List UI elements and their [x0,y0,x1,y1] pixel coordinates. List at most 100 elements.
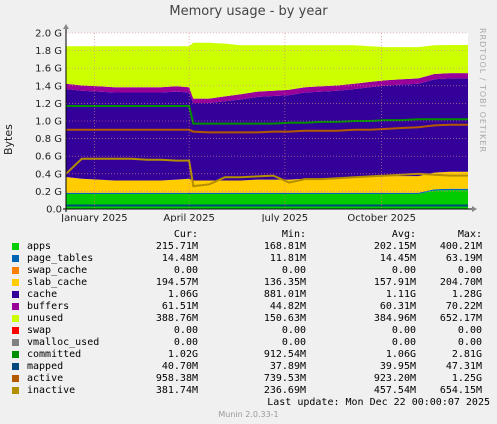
legend-row-swap: swap 0.00 0.00 0.00 0.00 [10,325,490,337]
y-tick-label: 0.2 G [35,187,62,198]
stacked-areas [66,42,468,209]
y-axis-ticks: 0.0 0.2 G 0.4 G 0.6 G 0.8 G 1.0 G 1.2 G 1.4 G 1.… [35,29,62,216]
legend-row-committed: committed 1.02G 912.54M 1.06G 2.81G [10,349,490,361]
legend-swatch [12,327,19,334]
legend-value-avg: 1.11G [385,289,416,300]
legend-swatch [12,315,19,322]
legend-label: committed [27,349,82,360]
legend-label: mapped [27,361,64,372]
legend-value-min: 44.82M [269,301,306,312]
chart-title: Memory usage - by year [169,4,328,19]
legend-row-apps: apps 215.71M 168.81M 202.15M 400.21M [10,241,490,253]
legend-value-cur: 0.00 [173,337,198,348]
legend-value-max: 2.81G [451,349,482,360]
area-buffers [66,73,468,103]
legend-row-swap-cache: swap_cache 0.00 0.00 0.00 0.00 [10,265,490,277]
legend-value-avg: 60.31M [379,301,416,312]
x-axis-arrow-icon [472,206,477,212]
y-tick-label: 1.0 G [35,117,62,128]
legend-row-slab-cache: slab_cache 194.57M 136.35M 157.91M 204.70M [10,277,490,289]
legend-value-avg: 39.95M [379,361,416,372]
last-update: Last update: Mon Dec 22 00:00:07 2025 [267,397,490,408]
legend-swatch [12,375,19,382]
x-axis-ticks: January 2025 April 2025 July 2025 October 2… [60,213,416,222]
legend-value-min: 881.01M [263,289,306,300]
line-inactive [65,157,468,188]
legend-value-cur: 958.38M [155,373,198,384]
legend-value-max: 652.17M [439,313,482,324]
munin-version-footer: Munin 2.0.33-1 [218,410,279,419]
legend-value-max: 47.31M [445,361,482,372]
legend-swatch [12,279,19,286]
watermark: RRDTOOL / TOBI OETIKER [478,28,487,154]
legend-value-max: 63.19M [445,253,482,264]
legend-value-min: 236.69M [263,385,306,396]
legend-swatch [12,243,19,250]
legend-value-avg: 157.91M [373,277,416,288]
legend-table: Cur: Min: Avg: Max: apps 215.71M 168.81M 20… [10,229,490,397]
legend-label: buffers [27,301,70,312]
legend-label: swap_cache [27,265,88,276]
legend-value-avg: 1.06G [385,349,416,360]
legend-value-cur: 194.57M [155,277,198,288]
legend-value-cur: 381.74M [155,385,198,396]
legend-label: slab_cache [27,277,88,288]
legend-value-min: 0.00 [281,265,306,276]
y-axis-arrow-icon [63,24,69,29]
legend-header-cur: Cur: [173,229,198,240]
legend-swatch [12,387,19,394]
legend-label: vmalloc_used [27,337,100,348]
legend-header-avg: Avg: [391,229,416,240]
legend-value-cur: 14.48M [161,253,198,264]
legend-value-avg: 457.54M [373,385,416,396]
legend-row-buffers: buffers 61.51M 44.82M 60.31M 70.22M [10,301,490,313]
legend-value-max: 0.00 [457,337,482,348]
y-tick-label: 0.8 G [35,134,62,145]
y-tick-label: 1.4 G [35,81,62,92]
legend-value-cur: 1.06G [167,289,198,300]
legend-value-max: 0.00 [457,325,482,336]
y-tick-label: 0.4 G [35,169,62,180]
legend-value-min: 0.00 [281,337,306,348]
legend-header-row: Cur: Min: Avg: Max: [10,229,490,241]
legend-value-cur: 215.71M [155,241,198,252]
legend-value-max: 204.70M [439,277,482,288]
area-page-tables [66,188,468,194]
legend-value-max: 1.25G [451,373,482,384]
y-tick-label: 1.2 G [35,99,62,110]
legend-row-vmalloc-used: vmalloc_used 0.00 0.00 0.00 0.00 [10,337,490,349]
legend-value-max: 1.28G [451,289,482,300]
legend-value-avg: 923.20M [373,373,416,384]
legend-swatch [12,363,19,370]
y-tick-label: 0.0 [46,205,62,216]
y-tick-label: 2.0 G [35,29,62,40]
legend-label: active [27,373,64,384]
line-active [66,123,468,134]
legend-header-min: Min: [281,229,306,240]
grid [66,32,468,209]
area-cache [66,78,468,181]
legend-value-max: 70.22M [445,301,482,312]
memory-area-chart: 0.0 0.2 G 0.4 G 0.6 G 0.8 G 1.0 G 1.2 G 1.4 G 1.… [35,24,477,222]
legend-value-cur: 0.00 [173,265,198,276]
x-tick-label: July 2025 [261,213,309,222]
legend-value-max: 0.00 [457,265,482,276]
legend-value-avg: 14.45M [379,253,416,264]
legend-header-max: Max: [457,229,482,240]
legend-label: inactive [27,385,76,396]
legend-value-cur: 40.70M [161,361,198,372]
legend-row-inactive: inactive 381.74M 236.69M 457.54M 654.15M [10,385,490,397]
legend-label: apps [27,241,52,252]
area-slab-cache [66,171,468,193]
legend-label: swap [27,325,52,336]
legend-swatch [12,291,19,298]
legend-value-min: 168.81M [263,241,306,252]
x-tick-label: October 2025 [347,213,416,222]
legend-value-max: 654.15M [439,385,482,396]
legend-swatch [12,303,19,310]
x-tick-label: April 2025 [163,213,214,222]
y-tick-label: 1.6 G [35,64,62,75]
legend-label: unused [27,313,64,324]
legend-row-page-tables: page_tables 14.48M 11.81M 14.45M 63.19M [10,253,490,265]
